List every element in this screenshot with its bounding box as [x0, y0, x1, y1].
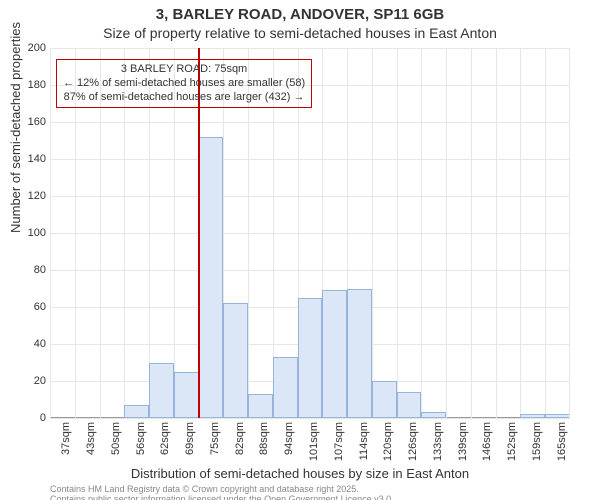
y-tick-label: 180 [16, 79, 46, 91]
chart-title: 3, BARLEY ROAD, ANDOVER, SP11 6GB Size o… [0, 0, 600, 41]
x-tick-label: 43sqm [85, 422, 97, 455]
histogram-bar [520, 414, 545, 418]
x-tick-label: 82sqm [234, 422, 246, 455]
x-tick-label: 50sqm [110, 422, 122, 455]
grid-line-v [50, 48, 51, 418]
grid-line-v [397, 48, 398, 418]
x-tick-label: 159sqm [531, 422, 543, 461]
grid-line-v [569, 48, 570, 418]
x-tick-label: 114sqm [358, 422, 370, 460]
y-tick-label: 140 [16, 153, 46, 165]
grid-line-h [50, 122, 570, 123]
x-tick-label: 56sqm [135, 422, 147, 455]
y-tick-label: 120 [16, 190, 46, 202]
histogram-bar [248, 394, 273, 418]
x-tick-label: 133sqm [432, 422, 444, 461]
y-tick-label: 100 [16, 227, 46, 239]
credits-line-1: Contains HM Land Registry data © Crown c… [50, 484, 394, 494]
grid-line-v [421, 48, 422, 418]
histogram-bar [372, 381, 397, 418]
annotation-box: 3 BARLEY ROAD: 75sqm← 12% of semi-detach… [56, 59, 312, 108]
histogram-bar [174, 372, 199, 418]
credits-line-2: Contains public sector information licen… [50, 494, 394, 500]
x-tick-label: 94sqm [283, 422, 295, 455]
x-tick-label: 120sqm [382, 422, 394, 461]
grid-line-v [372, 48, 373, 418]
x-axis-label: Distribution of semi-detached houses by … [0, 466, 600, 481]
x-tick-label: 88sqm [258, 422, 270, 455]
title-line-2: Size of property relative to semi-detach… [0, 25, 600, 41]
y-tick-label: 0 [16, 412, 46, 424]
grid-line-v [545, 48, 546, 418]
x-tick-label: 37sqm [60, 422, 72, 455]
x-tick-label: 101sqm [308, 422, 320, 461]
grid-line-h [50, 418, 570, 419]
x-tick-label: 126sqm [407, 422, 419, 461]
histogram-bar [199, 137, 224, 418]
y-tick-label: 160 [16, 116, 46, 128]
x-tick-label: 139sqm [457, 422, 469, 461]
y-tick-label: 80 [16, 264, 46, 276]
histogram-bar [421, 412, 446, 418]
y-tick-label: 200 [16, 42, 46, 54]
title-line-1: 3, BARLEY ROAD, ANDOVER, SP11 6GB [0, 6, 600, 23]
grid-line-h [50, 233, 570, 234]
grid-line-h [50, 270, 570, 271]
chart-container: { "title": { "line1": "3, BARLEY ROAD, A… [0, 0, 600, 500]
histogram-bar [322, 290, 347, 418]
grid-line-v [496, 48, 497, 418]
x-tick-label: 152sqm [506, 422, 518, 461]
y-tick-label: 20 [16, 375, 46, 387]
grid-line-h [50, 48, 570, 49]
histogram-bar [298, 298, 323, 418]
histogram-bar [273, 357, 298, 418]
annotation-line: 87% of semi-detached houses are larger (… [63, 91, 305, 105]
histogram-bar [545, 414, 570, 418]
x-tick-label: 146sqm [481, 422, 493, 461]
grid-line-v [520, 48, 521, 418]
x-tick-label: 69sqm [184, 422, 196, 455]
x-tick-label: 165sqm [556, 422, 568, 461]
histogram-bar [347, 289, 372, 419]
y-tick-label: 60 [16, 301, 46, 313]
grid-line-v [446, 48, 447, 418]
credits: Contains HM Land Registry data © Crown c… [50, 484, 394, 500]
x-tick-label: 107sqm [333, 422, 345, 461]
plot-area: 02040608010012014016018020037sqm43sqm50s… [50, 48, 570, 418]
y-tick-label: 40 [16, 338, 46, 350]
histogram-bar [149, 363, 174, 419]
annotation-line: 3 BARLEY ROAD: 75sqm [63, 63, 305, 77]
x-tick-label: 75sqm [209, 422, 221, 455]
histogram-bar [223, 303, 248, 418]
grid-line-v [471, 48, 472, 418]
histogram-bar [397, 392, 422, 418]
histogram-bar [124, 405, 149, 418]
grid-line-h [50, 196, 570, 197]
annotation-line: ← 12% of semi-detached houses are smalle… [63, 77, 305, 91]
grid-line-h [50, 159, 570, 160]
x-tick-label: 62sqm [159, 422, 171, 455]
